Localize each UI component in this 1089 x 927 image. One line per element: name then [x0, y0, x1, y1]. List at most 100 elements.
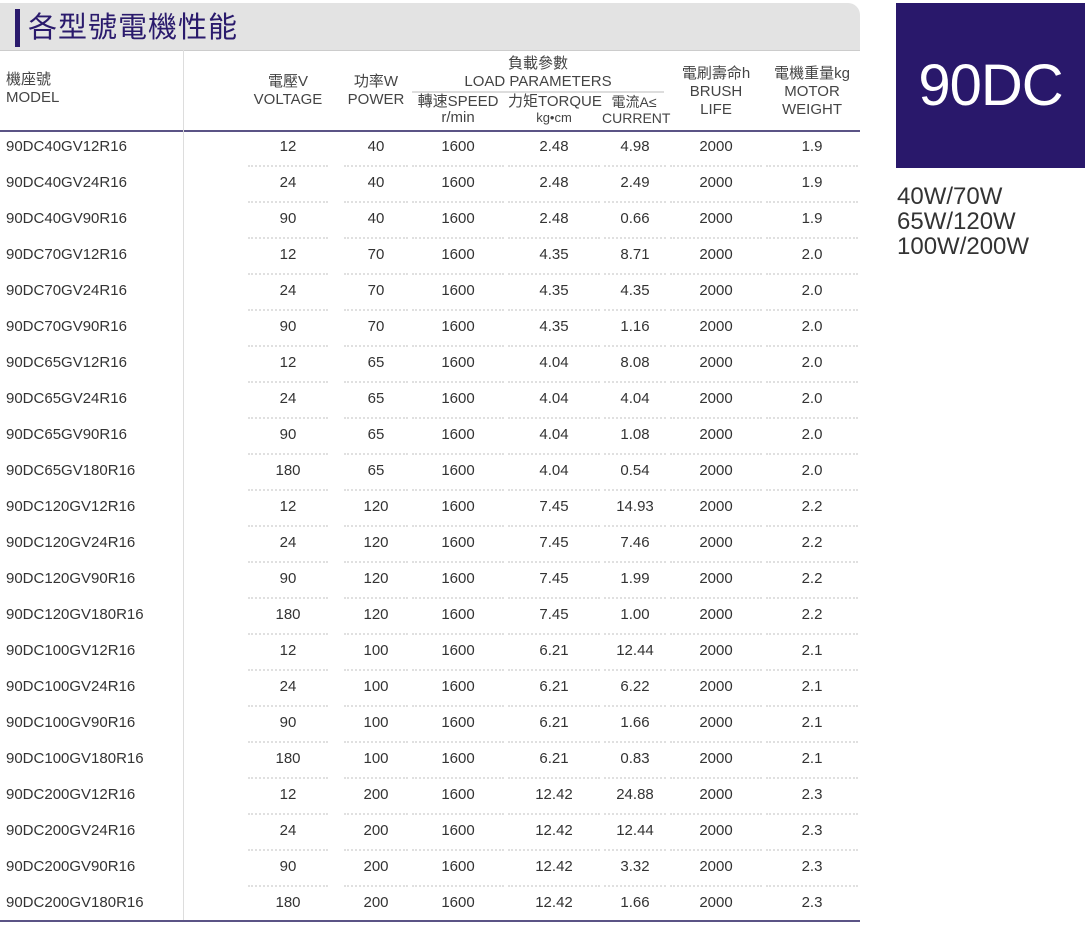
cell-power: 65 — [344, 419, 408, 455]
cell-voltage: 12 — [248, 491, 328, 527]
header-current-label: 電流A≤ — [611, 94, 657, 110]
cell-speed: 1600 — [412, 743, 504, 779]
header-power-zh: 功率W — [353, 73, 399, 90]
cell-current: 8.08 — [604, 347, 666, 383]
cell-torque: 4.04 — [508, 383, 600, 419]
cell-brush-life: 2000 — [699, 894, 733, 911]
cell-brush-life: 2000 — [670, 239, 762, 275]
cell-model: 90DC65GV180R16 — [6, 462, 136, 479]
cell-brush-life: 2000 — [670, 455, 762, 491]
cell-brush-life: 2000 — [670, 131, 762, 167]
cell-model: 90DC70GV12R16 — [6, 246, 127, 263]
table-row: 90DC40GV12R16 12 40 1600 2.48 4.98 2000 1.9 — [0, 131, 860, 167]
header-load: 負載參數 LOAD PARAMETERS — [412, 55, 664, 91]
cell-voltage: 12 — [248, 347, 328, 383]
cell-speed: 1600 — [412, 203, 504, 239]
cell-torque: 7.45 — [508, 599, 600, 635]
header-current: 電流A≤ CURRENT — [602, 94, 671, 126]
table-row: 90DC40GV24R16 24 40 1600 2.48 2.49 2000 1.9 — [0, 167, 860, 203]
cell-weight: 2.0 — [766, 455, 858, 491]
cell-brush-life: 2000 — [670, 311, 762, 347]
cell-current: 6.22 — [604, 671, 666, 707]
table-row: 90DC65GV180R16 180 65 1600 4.04 0.54 2000 2.0 — [0, 455, 860, 491]
header-current-en: CURRENT — [602, 110, 671, 126]
cell-weight: 2.1 — [766, 635, 858, 671]
cell-weight: 2.2 — [766, 527, 858, 563]
cell-voltage: 12 — [248, 239, 328, 275]
cell-brush-life: 2000 — [670, 275, 762, 311]
cell-power: 40 — [344, 131, 408, 167]
cell-torque: 12.42 — [508, 815, 600, 851]
cell-weight: 2.0 — [766, 419, 858, 455]
table-row: 90DC120GV180R16 180 120 1600 7.45 1.00 2000 2.2 — [0, 599, 860, 635]
cell-torque: 7.45 — [508, 491, 600, 527]
header-speed-unit: r/min — [441, 109, 475, 126]
cell-power: 70 — [344, 311, 408, 347]
cell-torque: 2.48 — [508, 167, 600, 203]
cell-torque: 4.35 — [508, 311, 600, 347]
header-motor-weight: 電機重量kg MOTOR WEIGHT — [766, 65, 858, 119]
cell-voltage: 90 — [248, 707, 328, 743]
cell-power: 40 — [344, 167, 408, 203]
cell-power: 120 — [344, 491, 408, 527]
cell-power: 200 — [344, 851, 408, 887]
cell-brush-life: 2000 — [670, 419, 762, 455]
cell-current: 4.98 — [604, 131, 666, 167]
cell-brush-life: 2000 — [670, 779, 762, 815]
cell-torque: 6.21 — [508, 743, 600, 779]
cell-voltage: 24 — [248, 383, 328, 419]
cell-voltage: 12 — [248, 635, 328, 671]
header-brush-life: 電刷壽命h BRUSH LIFE — [672, 65, 760, 119]
cell-weight: 2.1 — [766, 743, 858, 779]
header-speed: 轉速SPEED r/min — [412, 94, 504, 126]
cell-power: 120 — [344, 563, 408, 599]
header-torque-label: 力矩TORQUE — [508, 93, 602, 110]
cell-power: 70 — [344, 275, 408, 311]
cell-speed: 1600 — [412, 635, 504, 671]
cell-speed: 1600 — [412, 563, 504, 599]
header-life-zh: 電刷壽命h — [681, 65, 751, 82]
cell-current: 4.35 — [604, 275, 666, 311]
cell-voltage: 12 — [248, 779, 328, 815]
cell-current: 1.66 — [604, 707, 666, 743]
cell-model: 90DC200GV90R16 — [6, 858, 136, 875]
cell-speed: 1600 — [412, 131, 504, 167]
cell-weight: 2.3 — [766, 815, 858, 851]
cell-current: 12.44 — [604, 635, 666, 671]
cell-current: 0.54 — [604, 455, 666, 491]
cell-torque: 6.21 — [508, 707, 600, 743]
cell-power: 70 — [344, 239, 408, 275]
cell-speed: 1600 — [412, 239, 504, 275]
header-torque-unit: kg•cm — [536, 110, 572, 125]
cell-voltage: 24 — [248, 671, 328, 707]
header-life-en1: BRUSH — [689, 83, 743, 100]
cell-weight: 2.1 — [766, 707, 858, 743]
cell-model: 90DC120GV180R16 — [6, 606, 144, 623]
cell-current: 3.32 — [604, 851, 666, 887]
cell-current: 7.46 — [604, 527, 666, 563]
cell-model: 90DC65GV24R16 — [6, 390, 127, 407]
cell-power: 65 — [344, 347, 408, 383]
cell-torque: 12.42 — [535, 894, 573, 911]
table-row: 90DC65GV24R16 24 65 1600 4.04 4.04 2000 2.0 — [0, 383, 860, 419]
cell-weight: 2.3 — [766, 851, 858, 887]
cell-speed: 1600 — [412, 599, 504, 635]
header-life-en2: LIFE — [700, 101, 732, 118]
cell-model: 90DC70GV24R16 — [6, 282, 127, 299]
cell-current: 1.00 — [604, 599, 666, 635]
cell-power: 40 — [344, 203, 408, 239]
cell-voltage: 180 — [275, 894, 301, 911]
cell-model: 90DC200GV180R16 — [6, 894, 144, 911]
cell-current: 0.83 — [604, 743, 666, 779]
cell-torque: 7.45 — [508, 527, 600, 563]
cell-speed: 1600 — [412, 167, 504, 203]
cell-speed: 1600 — [412, 671, 504, 707]
header-load-en: LOAD PARAMETERS — [464, 73, 612, 90]
cell-power: 65 — [344, 455, 408, 491]
cell-torque: 6.21 — [508, 635, 600, 671]
cell-torque: 6.21 — [508, 671, 600, 707]
cell-speed: 1600 — [412, 851, 504, 887]
cell-brush-life: 2000 — [670, 599, 762, 635]
header-voltage: 電壓V VOLTAGE — [248, 73, 328, 109]
table-row: 90DC100GV12R16 12 100 1600 6.21 12.44 2000 2.1 — [0, 635, 860, 671]
